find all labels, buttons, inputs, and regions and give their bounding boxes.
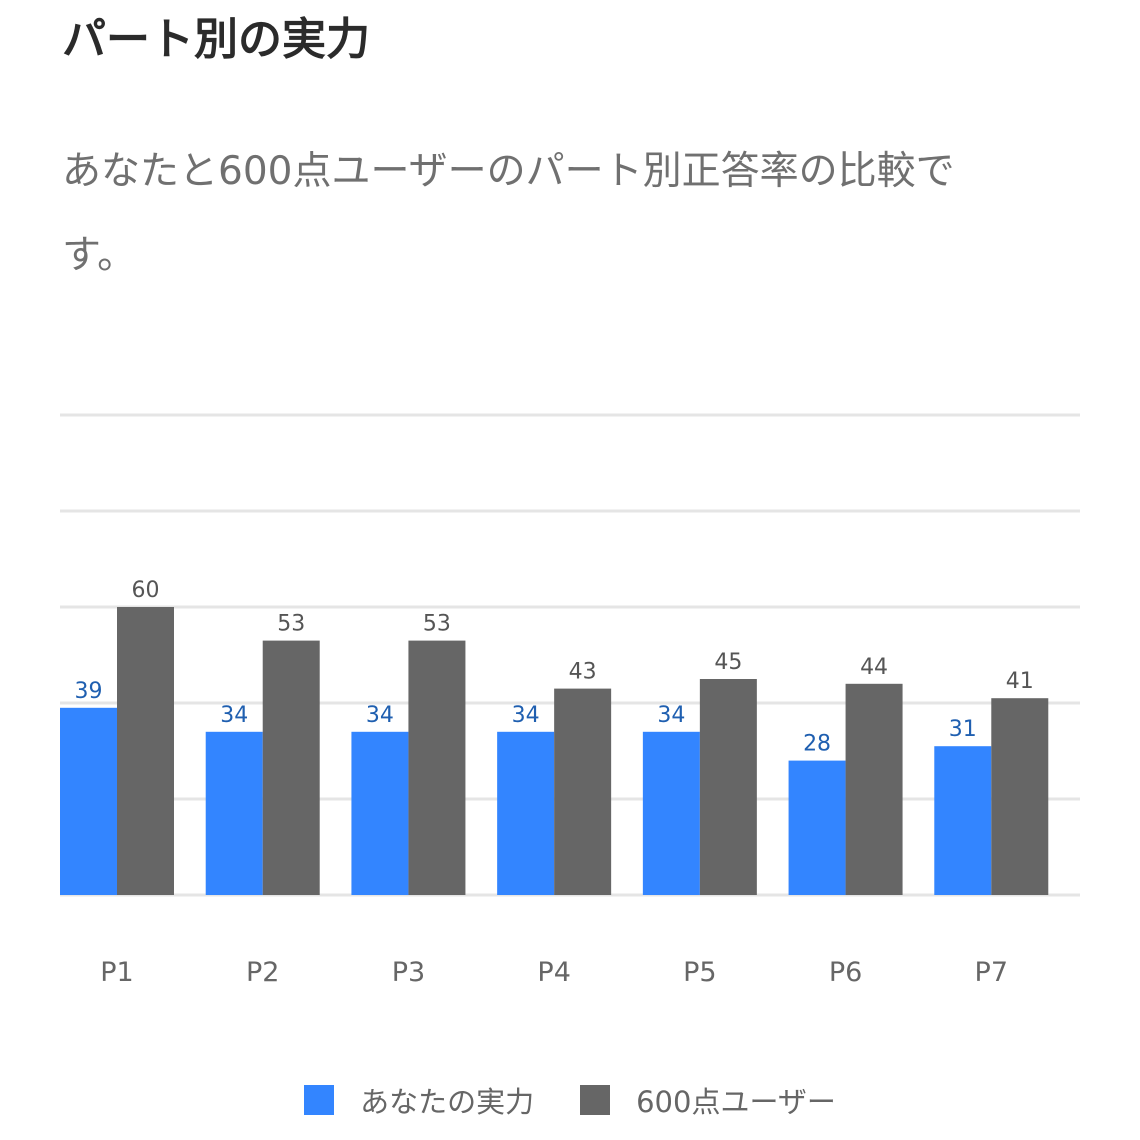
bar-user600-p7 <box>991 698 1049 895</box>
data-label-user600-p7: 41 <box>1006 669 1034 694</box>
x-tick-label: P3 <box>392 957 425 988</box>
data-label-you-p1: 39 <box>75 679 103 704</box>
data-label-user600-p4: 43 <box>569 660 597 685</box>
data-label-user600-p5: 45 <box>714 650 742 675</box>
legend-swatch <box>304 1085 335 1115</box>
bar-you-p6 <box>788 760 846 895</box>
data-label-user600-p2: 53 <box>277 612 305 637</box>
x-tick-label: P7 <box>975 957 1008 988</box>
legend-label: あなたの実力 <box>360 1085 535 1119</box>
page-title: パート別の実力 <box>62 14 370 65</box>
data-label-you-p7: 31 <box>949 717 977 742</box>
bar-you-p4 <box>497 731 555 895</box>
data-label-you-p2: 34 <box>220 703 248 728</box>
x-tick-label: P2 <box>246 957 279 988</box>
legend-item-user600: 600点ユーザー <box>580 1079 836 1121</box>
legend-swatch <box>580 1085 611 1115</box>
bar-you-p1 <box>60 707 117 895</box>
bar-you-p7 <box>934 746 992 895</box>
data-label-user600-p3: 53 <box>423 612 451 637</box>
data-label-you-p4: 34 <box>512 703 540 728</box>
chart-legend: あなたの実力 600点ユーザー <box>0 1080 1140 1120</box>
legend-label: 600点ユーザー <box>636 1085 836 1119</box>
x-axis-ticks: P1 P2 P3 P4 P5 P6 P7 <box>100 957 1008 988</box>
bar-user600-p5 <box>699 679 757 895</box>
bar-user600-p2 <box>262 640 320 895</box>
x-tick-label: P1 <box>100 957 133 988</box>
x-tick-label: P6 <box>829 957 862 988</box>
legend-item-you: あなたの実力 <box>304 1079 534 1121</box>
data-label-you-p5: 34 <box>657 703 685 728</box>
data-label-user600-p6: 44 <box>860 655 888 680</box>
data-label-you-p3: 34 <box>366 703 394 728</box>
chart-description: あなたと600点ユーザーのパート別正答率の比較です。 <box>62 149 955 278</box>
bar-user600-p3 <box>408 640 466 895</box>
bar-user600-p1 <box>117 607 174 895</box>
bar-you-p3 <box>351 731 409 895</box>
bar-user600-p4 <box>554 688 612 895</box>
bar-user600-p6 <box>845 683 903 895</box>
x-tick-label: P4 <box>537 957 570 988</box>
data-label-user600-p1: 60 <box>132 578 160 603</box>
bar-you-p2 <box>205 731 263 895</box>
data-label-you-p6: 28 <box>803 732 831 757</box>
bars <box>60 607 1049 895</box>
bar-you-p5 <box>642 731 700 895</box>
x-tick-label: P5 <box>683 957 716 988</box>
data-labels: 39 60 34 53 34 53 34 43 34 45 28 44 31 41 <box>75 578 1034 757</box>
